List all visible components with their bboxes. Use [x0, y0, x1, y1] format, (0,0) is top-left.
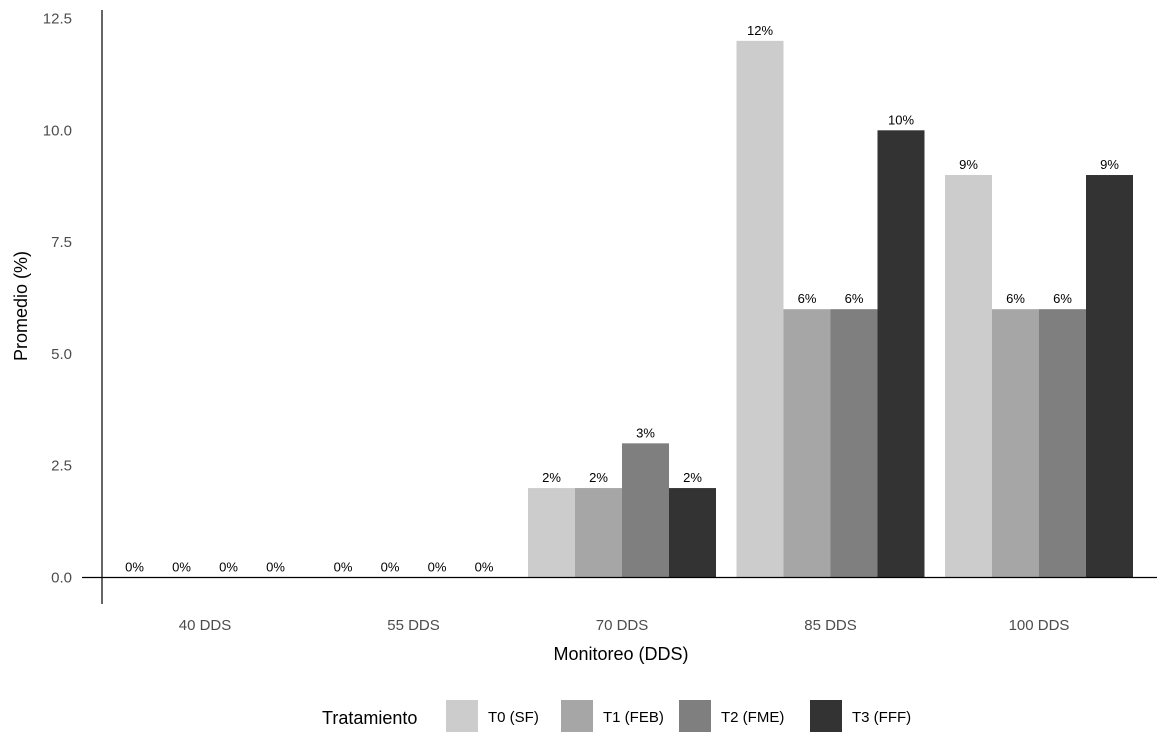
data-label: 0% — [125, 560, 144, 575]
legend-key-2 — [679, 700, 711, 732]
legend-label-1: T1 (FEB) — [603, 709, 664, 726]
data-label: 0% — [381, 560, 400, 575]
bar-0-3 — [736, 40, 784, 578]
bar-1-3 — [783, 309, 831, 578]
data-label: 0% — [475, 560, 494, 575]
legend-label-2: T2 (FME) — [721, 709, 784, 726]
data-label: 0% — [428, 560, 447, 575]
bar-3-4 — [1086, 175, 1133, 578]
data-label: 6% — [845, 291, 864, 306]
bar-1-2 — [575, 488, 622, 578]
data-label: 6% — [798, 291, 817, 306]
y-tick-labels: 0.0 2.5 5.0 7.5 10.0 12.5 — [43, 11, 72, 587]
y-tick-label: 0.0 — [51, 570, 72, 587]
data-label: 3% — [636, 425, 655, 440]
data-label: 9% — [1100, 157, 1119, 172]
x-axis-title: Monitoreo (DDS) — [553, 644, 688, 664]
data-label: 0% — [266, 560, 285, 575]
data-label: 2% — [589, 470, 608, 485]
x-tick-label: 40 DDS — [179, 617, 232, 634]
bar-2-2 — [622, 443, 669, 578]
bar-3-3 — [877, 130, 925, 578]
data-label: 12% — [747, 23, 773, 38]
data-label: 9% — [959, 157, 978, 172]
x-tick-label: 70 DDS — [596, 617, 649, 634]
data-label: 0% — [219, 560, 238, 575]
data-label: 10% — [888, 112, 914, 127]
bars-group — [528, 40, 1133, 578]
data-label: 2% — [542, 470, 561, 485]
data-labels-group: 0% 0% 0% 0% 0% 0% 0% 0% 2% 2% 3% 2% 12% 6% 6% 10% 9% 6% 6%… — [125, 23, 1119, 575]
bar-3-2 — [669, 488, 716, 578]
y-tick-label: 12.5 — [43, 11, 72, 28]
data-label: 2% — [683, 470, 702, 485]
y-axis-title: Promedio (%) — [11, 251, 31, 361]
legend-title: Tratamiento — [322, 708, 417, 728]
data-label: 0% — [334, 560, 353, 575]
y-tick-label: 2.5 — [51, 458, 72, 475]
data-label: 6% — [1053, 291, 1072, 306]
x-tick-label: 100 DDS — [1009, 617, 1070, 634]
x-tick-labels: 40 DDS 55 DDS 70 DDS 85 DDS 100 DDS — [179, 617, 1070, 634]
bar-2-4 — [1039, 309, 1086, 578]
bar-2-3 — [830, 309, 878, 578]
data-label: 6% — [1006, 291, 1025, 306]
bar-1-4 — [992, 309, 1039, 578]
y-tick-label: 10.0 — [43, 122, 72, 139]
bar-0-2 — [528, 488, 575, 578]
y-tick-label: 7.5 — [51, 234, 72, 251]
legend: Tratamiento T0 (SF) T1 (FEB) T2 (FME) T3 (F… — [322, 700, 911, 732]
x-tick-label: 55 DDS — [387, 617, 440, 634]
bar-0-4 — [945, 175, 992, 578]
legend-key-0 — [446, 700, 478, 732]
data-label: 0% — [172, 560, 191, 575]
legend-key-3 — [810, 700, 842, 732]
legend-label-0: T0 (SF) — [488, 709, 539, 726]
legend-label-3: T3 (FFF) — [852, 709, 911, 726]
x-tick-label: 85 DDS — [804, 617, 857, 634]
y-tick-label: 5.0 — [51, 346, 72, 363]
legend-key-1 — [561, 700, 593, 732]
